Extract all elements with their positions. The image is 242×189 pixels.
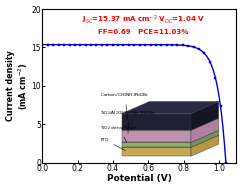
X-axis label: Potential (V): Potential (V)	[107, 174, 172, 184]
Text: J$_{SC}$=15.37 mA cm$^{-2}$ V$_{OC}$=1.04 V
FF=0.69   PCE=11.03%: J$_{SC}$=15.37 mA cm$^{-2}$ V$_{OC}$=1.0…	[82, 14, 205, 35]
Y-axis label: Current density
(mA cm$^{-2}$): Current density (mA cm$^{-2}$)	[6, 50, 30, 121]
